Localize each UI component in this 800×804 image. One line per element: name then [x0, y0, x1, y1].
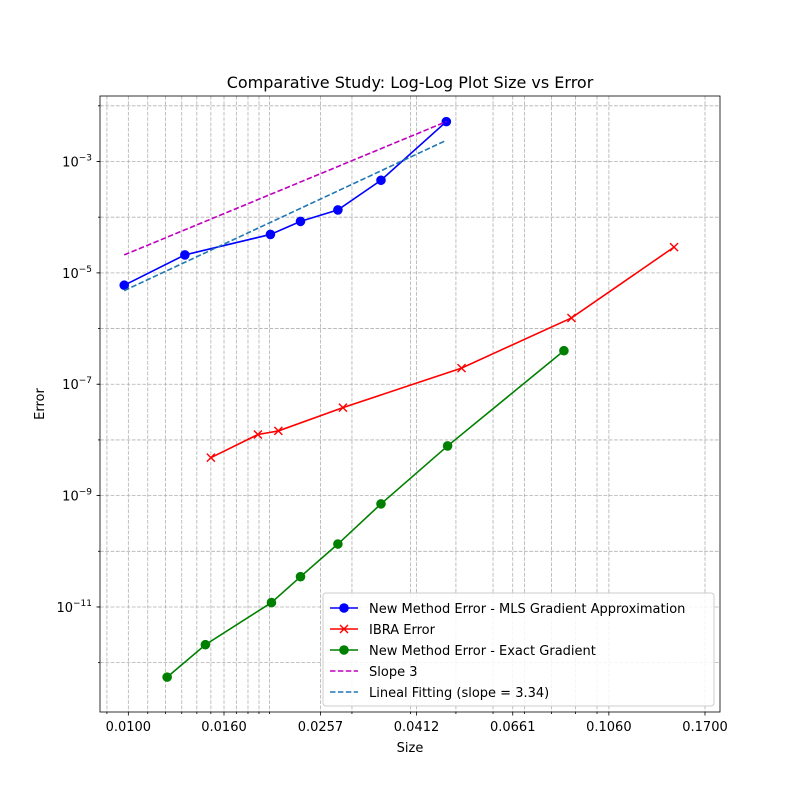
data-point [333, 539, 343, 549]
data-point-stroke-b [338, 403, 348, 413]
x-tick-label: 0.0661 [490, 720, 536, 735]
y-tick-base: 10 [62, 267, 79, 282]
data-point [333, 205, 343, 215]
data-point [253, 430, 263, 440]
y-tick-exponent: −7 [79, 376, 92, 386]
data-point-stroke-b [253, 430, 263, 440]
data-point [442, 441, 453, 451]
legend-entry: Slope 3 [330, 665, 417, 680]
y-tick-base: 10 [62, 490, 79, 505]
tick-layer: 0.0100 0.0160 0.0257 0.0412 0.0661 0.1060 0.17… [56, 105, 728, 735]
data-point-stroke-b [566, 313, 576, 323]
legend-swatch-marker-stroke-b [339, 624, 349, 634]
x-tick-label: 0.0412 [394, 720, 440, 735]
data-point [119, 280, 130, 291]
legend-label: IBRA Error [369, 623, 436, 638]
legend-label: New Method Error - Exact Gradient [369, 644, 596, 659]
plot-area-frame [99, 95, 721, 713]
legend-label: Slope 3 [369, 665, 417, 680]
data-point [180, 250, 190, 260]
data-point [273, 426, 283, 436]
series-line [123, 139, 447, 292]
data-point [266, 597, 277, 608]
data-point [566, 313, 576, 323]
y-tick-exponent: −5 [79, 265, 92, 275]
data-point [559, 345, 569, 356]
y-tick-base: 10 [62, 378, 79, 393]
series-2 [206, 242, 679, 463]
data-point-stroke-b [669, 242, 679, 252]
data-point [162, 672, 172, 682]
legend-label: Lineal Fitting (slope = 3.34) [369, 686, 549, 701]
legend-entry: Lineal Fitting (slope = 3.34) [330, 686, 549, 701]
y-tick-label: 10−9 [62, 488, 92, 505]
data-point [295, 216, 306, 227]
legend-entry: IBRA Error [330, 623, 436, 638]
data-point [338, 403, 348, 413]
x-tick-label: 0.0160 [201, 720, 247, 735]
y-tick-label: 10−11 [56, 599, 92, 616]
y-tick-label: 10−5 [62, 265, 92, 282]
y-tick-label: 10−3 [62, 153, 92, 170]
data-point [376, 499, 386, 509]
y-tick-label: 10−7 [62, 376, 92, 393]
y-tick-exponent: −9 [79, 488, 93, 498]
data-point [200, 639, 211, 650]
y-tick-exponent: −11 [73, 599, 92, 609]
x-axis-label: Size [397, 741, 424, 756]
legend-swatch-marker [339, 645, 349, 655]
series-4 [123, 120, 447, 256]
y-tick-exponent: −3 [79, 153, 92, 163]
x-tick-label: 0.1700 [682, 720, 728, 735]
y-tick-base: 10 [56, 601, 73, 616]
series-line [166, 350, 565, 678]
x-tick-label: 0.0257 [298, 720, 344, 735]
data-point [457, 363, 467, 373]
series-line [123, 120, 447, 256]
legend-box [322, 592, 715, 707]
data-point [669, 242, 679, 252]
x-tick-label: 0.1060 [586, 720, 632, 735]
y-axis-label: Error [33, 388, 48, 420]
data-point [295, 571, 306, 582]
legend-entry: New Method Error - MLS Gradient Approxim… [330, 602, 685, 617]
legend-label: New Method Error - MLS Gradient Approxim… [369, 602, 685, 617]
y-tick-base: 10 [62, 155, 79, 170]
legend-entry: New Method Error - Exact Gradient [330, 644, 596, 659]
series-layer [119, 116, 679, 682]
legend-swatch-marker [339, 603, 349, 613]
series-5 [123, 139, 447, 292]
x-tick-label: 0.0100 [106, 720, 152, 735]
data-point [206, 453, 216, 463]
data-point [265, 229, 276, 240]
legend-swatch-marker [339, 624, 349, 634]
data-point-stroke-b [457, 363, 467, 373]
chart-title: Comparative Study: Log-Log Plot Size vs … [227, 73, 594, 92]
data-point-stroke-b [273, 426, 283, 436]
legend: New Method Error - MLS Gradient Approxim… [322, 592, 715, 707]
series-1 [119, 116, 452, 291]
data-point [376, 175, 386, 186]
series-3 [162, 345, 569, 682]
data-point-stroke-b [206, 453, 216, 463]
